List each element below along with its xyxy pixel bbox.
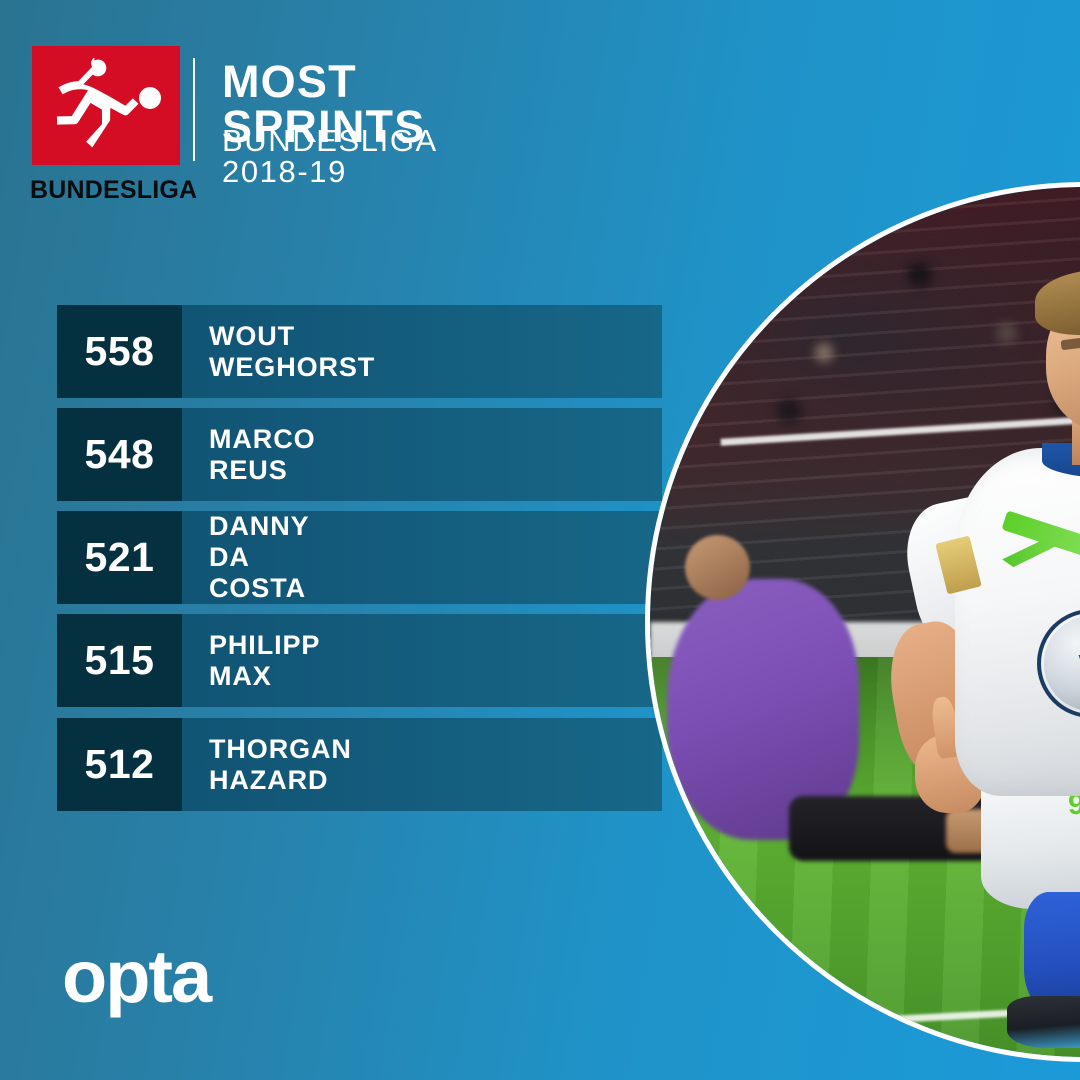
player-photo: 9 [650,187,1080,1057]
opta-logo: opta [62,935,212,1018]
player-neck [1071,413,1080,466]
row-value-block: 548 [57,408,182,501]
player-left-sock [1024,891,1080,1014]
row-value: 521 [84,534,155,580]
row-value-block: 558 [57,305,182,398]
row-player-name: THORGAN HAZARD [209,733,352,795]
sponsor-logo-icon [1037,608,1080,718]
row-player-name: DANNY DA COSTA [209,511,310,603]
bundesliga-logo-icon [32,46,180,165]
page-subtitle: BUNDESLIGA 2018-19 [222,123,437,189]
goalkeeper-head [684,535,751,601]
player-hair [1034,268,1080,335]
player-photo-circle: 9 [645,182,1080,1062]
row-value-block: 515 [57,614,182,707]
celebrating-player: 9 [650,187,1080,1057]
row-value: 558 [84,328,155,374]
row-value: 548 [84,431,155,477]
player-left-boot [1006,996,1080,1049]
bundesliga-wordmark: BUNDESLIGA [30,176,198,204]
header-divider [193,58,195,161]
page-title: MOST SPRINTS [222,56,426,152]
row-value-block: 512 [57,718,182,811]
row-player-name: MARCO REUS [209,423,316,485]
row-player-name: WOUT WEGHORST [209,320,376,382]
row-value: 515 [84,637,155,683]
row-value: 512 [84,741,155,787]
row-value-block: 521 [57,511,182,604]
row-player-name: PHILIPP MAX [209,629,320,691]
opta-wordmark: opta [62,935,212,1018]
